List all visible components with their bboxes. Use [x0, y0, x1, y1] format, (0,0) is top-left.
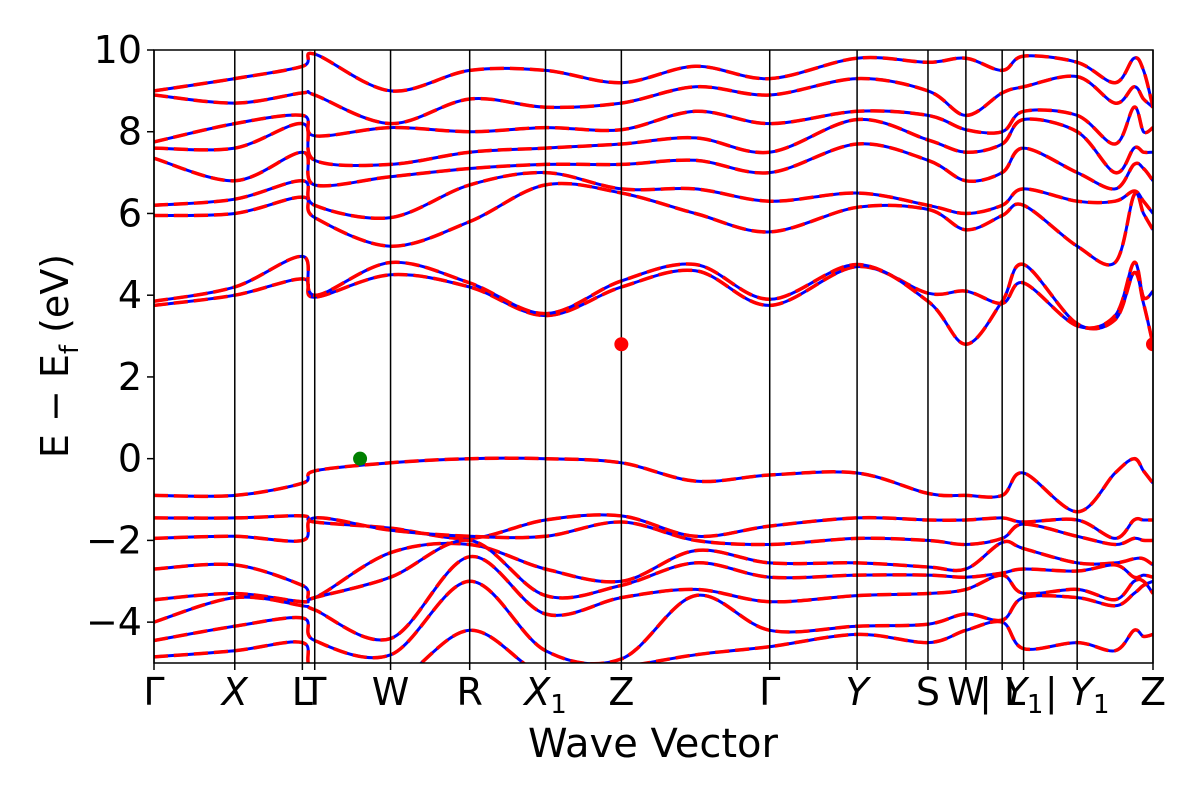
- x-tick-label: R: [456, 670, 482, 714]
- x-tick-label-main: Z: [1140, 670, 1166, 714]
- x-tick-label: Y1: [1004, 670, 1044, 720]
- x-tick-label: Z: [608, 670, 634, 714]
- band-line-blue: [154, 539, 1153, 601]
- band-line-red-dashed: [154, 254, 1153, 346]
- x-tick-label-main: Y: [845, 670, 871, 714]
- x-tick-label: | Y1: [1045, 670, 1110, 720]
- plot-frame: [153, 49, 1154, 664]
- extremum-marker: [614, 337, 629, 352]
- band-line-red-dashed: [154, 539, 1153, 601]
- x-tick-label: Γ: [759, 670, 780, 714]
- y-tick-label: 8: [118, 110, 142, 154]
- x-tick-label-main: W: [947, 670, 985, 714]
- y-tick-label: 0: [118, 437, 142, 481]
- band-line-red-dashed: [154, 181, 1153, 267]
- x-tick-label-main: X: [522, 670, 551, 714]
- y-tick-label: 4: [118, 273, 142, 317]
- y-ticks: 10 8 6 4 2 0 −2 −4: [86, 28, 154, 644]
- x-tick-label-main: L: [292, 670, 313, 714]
- x-tick-label-main: R: [456, 670, 482, 714]
- x-tick-label-sub: 1: [550, 690, 567, 720]
- band-line-red-dashed: [154, 516, 1153, 547]
- band-line-red-dashed: [154, 456, 1153, 514]
- x-tick-label: S: [916, 670, 940, 714]
- x-tick-label: Γ: [143, 670, 164, 714]
- x-tick-label: Z: [1140, 670, 1166, 714]
- x-axis-label: Wave Vector: [528, 721, 779, 767]
- band-line-blue: [154, 51, 1153, 108]
- y-tick-label: 6: [118, 191, 142, 235]
- x-tick-label: X1: [522, 670, 567, 720]
- x-tick-label: | L: [979, 670, 1025, 715]
- band-line-red-dashed: [154, 117, 1153, 175]
- x-tick-label: W: [372, 670, 410, 714]
- x-ticks: Γ X LT W R X1 Z Γ Y S W| LY1 | Y1 Z: [143, 663, 1166, 720]
- band-line-red-dashed: [154, 513, 1153, 541]
- x-tick-label: Y: [845, 670, 871, 714]
- y-tick-label: 2: [118, 355, 142, 399]
- band-line-blue: [154, 456, 1153, 514]
- x-tick-label-sub: 1: [1093, 690, 1110, 720]
- x-tick-label-main: Γ: [143, 670, 164, 714]
- x-tick-label: X: [220, 670, 249, 714]
- x-tick-label-main: W: [372, 670, 410, 714]
- markers-layer: [353, 337, 1153, 466]
- band-line-red-dashed: [154, 142, 1153, 191]
- y-tick-label: −2: [86, 518, 142, 562]
- extremum-marker: [353, 451, 368, 466]
- band-line-blue: [154, 117, 1153, 175]
- band-line-blue: [154, 260, 1153, 330]
- x-tick-label-main: | L: [979, 670, 1025, 715]
- extremum-marker: [1146, 337, 1153, 352]
- x-tick-label-main: Y: [1004, 670, 1030, 714]
- band-line-red-dashed: [154, 51, 1153, 108]
- band-line-red-dashed: [154, 260, 1153, 330]
- x-tick-label: L: [292, 670, 313, 714]
- band-line-red-dashed: [154, 538, 1153, 604]
- y-tick-label: 10: [94, 28, 142, 72]
- x-tick-label-main: Z: [608, 670, 634, 714]
- band-line-red-dashed: [154, 619, 1153, 663]
- bands-layer: [154, 51, 1153, 663]
- x-tick-label: W: [947, 670, 985, 714]
- x-tick-label-main: S: [916, 670, 940, 714]
- x-tick-label-sub: 1: [1027, 690, 1044, 720]
- y-axis-label-unit: (eV): [33, 254, 77, 345]
- y-axis-label: E − Ef (eV): [33, 254, 85, 458]
- x-tick-label: T: [302, 670, 327, 714]
- x-tick-label-main: X: [220, 670, 249, 714]
- y-axis-label-sub: f: [55, 344, 85, 354]
- band-line-red-dashed: [154, 554, 1153, 642]
- x-tick-label-main: | Y: [1045, 670, 1096, 715]
- band-line-red-dashed: [154, 579, 1153, 663]
- y-axis-label-main: E − E: [33, 354, 77, 458]
- x-tick-label-main: Γ: [759, 670, 780, 714]
- x-tick-label-main: T: [302, 670, 327, 714]
- y-tick-label: −4: [86, 600, 142, 644]
- band-line-red-dashed: [154, 105, 1153, 146]
- band-line-red-dashed: [154, 170, 1153, 221]
